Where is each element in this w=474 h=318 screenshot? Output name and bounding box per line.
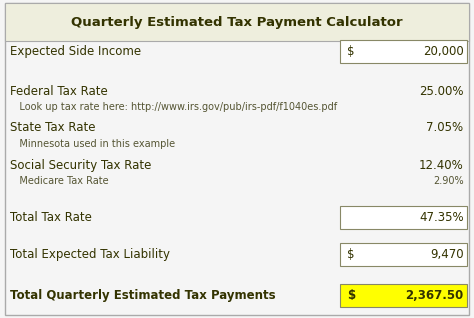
Text: 20,000: 20,000	[423, 45, 464, 58]
Bar	[340, 40, 467, 63]
Text: Minnesota used in this example: Minnesota used in this example	[10, 139, 175, 149]
Text: Total Quarterly Estimated Tax Payments: Total Quarterly Estimated Tax Payments	[10, 289, 276, 301]
Bar	[340, 206, 467, 229]
Text: $: $	[347, 289, 356, 301]
Text: Look up tax rate here: http://www.irs.gov/pub/irs-pdf/f1040es.pdf: Look up tax rate here: http://www.irs.go…	[10, 102, 337, 113]
Text: 2.90%: 2.90%	[433, 176, 464, 186]
Text: Quarterly Estimated Tax Payment Calculator: Quarterly Estimated Tax Payment Calculat…	[71, 16, 403, 29]
Text: 12.40%: 12.40%	[419, 159, 464, 172]
Text: 9,470: 9,470	[430, 248, 464, 261]
Text: 25.00%: 25.00%	[419, 85, 464, 98]
Text: 7.05%: 7.05%	[427, 121, 464, 134]
Text: 2,367.50: 2,367.50	[405, 289, 464, 301]
Text: State Tax Rate: State Tax Rate	[10, 121, 96, 134]
Text: Social Security Tax Rate: Social Security Tax Rate	[10, 159, 152, 172]
Text: Total Expected Tax Liability: Total Expected Tax Liability	[10, 248, 171, 261]
Bar	[340, 243, 467, 266]
Text: Federal Tax Rate: Federal Tax Rate	[10, 85, 108, 98]
Text: $: $	[347, 248, 355, 261]
Text: Total Tax Rate: Total Tax Rate	[10, 211, 92, 224]
Text: 47.35%: 47.35%	[419, 211, 464, 224]
Bar	[5, 3, 469, 41]
Text: $: $	[347, 45, 355, 58]
Bar	[340, 284, 467, 307]
Text: Medicare Tax Rate: Medicare Tax Rate	[10, 176, 109, 186]
Text: Expected Side Income: Expected Side Income	[10, 45, 142, 58]
